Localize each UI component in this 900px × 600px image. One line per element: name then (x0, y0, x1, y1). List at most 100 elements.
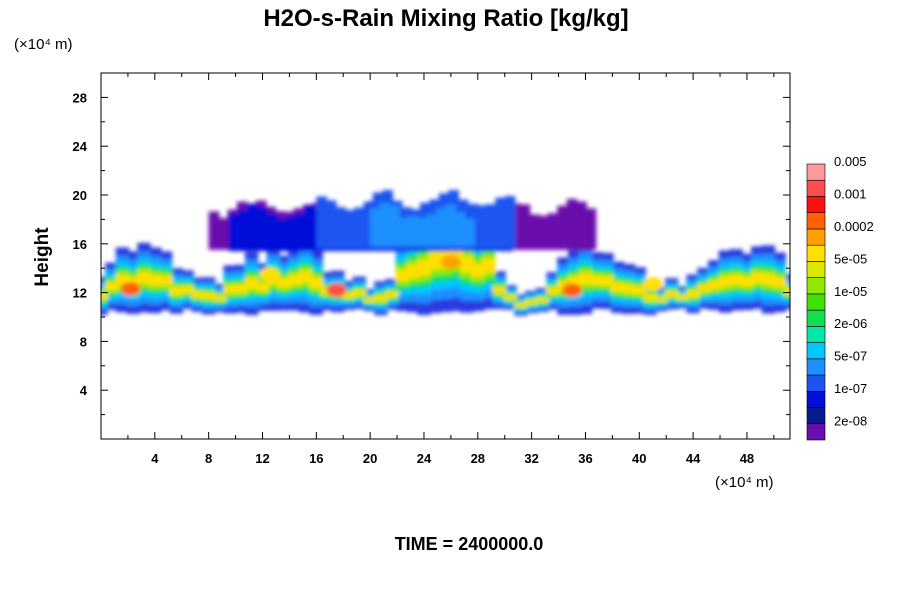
colorbar-swatch (806, 293, 826, 311)
colorbar-label: 5e-05 (834, 251, 867, 266)
x-tick-label: 28 (471, 451, 485, 466)
contour-cell (718, 276, 733, 287)
contour-cell (589, 275, 603, 285)
colorbar-swatch (806, 277, 826, 295)
contour-cell (304, 205, 315, 252)
contour-cell (538, 215, 550, 250)
contour-cell (654, 297, 668, 302)
y-tick-label: 12 (73, 286, 87, 301)
contour-cell (504, 196, 516, 249)
contour-cell (169, 287, 184, 295)
contour-cell (275, 218, 287, 252)
contour-cell (266, 213, 278, 252)
contour-cell (440, 255, 461, 270)
contour-cell (495, 197, 507, 249)
x-axis: 4 8 12 16 20 24 28 32 36 40 44 48 (127, 73, 775, 466)
contour-cell (228, 214, 240, 252)
contour-cell (783, 288, 790, 295)
y-unit-label: (×10⁴ m) (14, 36, 73, 53)
contour-cell (115, 274, 130, 286)
x-tick-label: 24 (417, 451, 432, 466)
colorbar-label: 1e-05 (834, 284, 867, 299)
contour-cell (697, 285, 711, 292)
contour-cell (686, 290, 700, 297)
contour-cell (191, 292, 205, 298)
colorbar-swatch (806, 358, 826, 376)
y-axis-label: Height (32, 227, 53, 287)
contour-cell (417, 217, 429, 247)
colorbar-label: 2e-06 (834, 316, 867, 331)
colorbar-swatch (806, 179, 826, 197)
contour-cell (485, 204, 497, 249)
contour-cell (750, 272, 765, 283)
contour-cell (621, 284, 636, 293)
y-tick-label: 4 (80, 383, 88, 398)
contour-cell (316, 196, 328, 249)
contour-cell (632, 286, 647, 295)
colorbar-label: 5e-07 (834, 349, 867, 364)
contour-cell (729, 274, 743, 285)
contour-cell (218, 218, 229, 250)
x-tick-label: 16 (309, 451, 323, 466)
contour-cell (244, 278, 259, 289)
colorbar-swatch (806, 309, 826, 327)
contour-cell (707, 281, 722, 289)
contour-cell (277, 278, 291, 288)
contour-cell (288, 274, 302, 285)
contour-cell (585, 208, 597, 250)
contour-cell (492, 287, 507, 294)
x-tick-label: 32 (524, 451, 538, 466)
contour-cell (120, 281, 141, 296)
plot-frame (100, 72, 791, 440)
contour-cell (519, 204, 531, 250)
colorbar-swatch (806, 407, 826, 425)
colorbar-label: 0.005 (834, 154, 867, 169)
contour-cell (578, 272, 593, 285)
x-tick-label: 20 (363, 451, 377, 466)
contour-cell (379, 202, 391, 247)
contour-cell (105, 282, 119, 291)
y-tick-label: 28 (73, 90, 87, 105)
x-tick-label: 12 (255, 451, 269, 466)
contour-cell (180, 286, 194, 293)
colorbar-swatch (806, 423, 826, 441)
contour-cell (208, 211, 220, 250)
contour-cell (344, 210, 356, 249)
x-unit-label: (×10⁴ m) (715, 474, 774, 491)
x-tick-label: 44 (686, 451, 701, 466)
colorbar-swatch (806, 374, 826, 392)
contour-cell (247, 203, 259, 252)
contour-field (101, 190, 790, 316)
contour-cell (761, 274, 776, 285)
contour-cell (294, 214, 306, 252)
contour-cell (285, 216, 297, 252)
contour-cell (352, 290, 367, 296)
contour-cell (460, 257, 474, 273)
y-tick-label: 24 (73, 139, 88, 154)
contour-cell (428, 252, 442, 270)
contour-cell (528, 214, 540, 250)
contour-cell (212, 295, 227, 301)
contour-cell (398, 217, 410, 247)
contour-cell (514, 303, 528, 307)
contour-cell (395, 269, 410, 282)
contour-cell (148, 275, 162, 286)
contour-cell (406, 264, 420, 278)
contour-cell (158, 276, 173, 286)
contour-cell (445, 204, 457, 247)
contour-cell (740, 277, 754, 287)
x-tick-label: 48 (740, 451, 754, 466)
colorbar-swatch (806, 163, 826, 181)
contour-cell (234, 284, 248, 293)
contour-cell (374, 295, 388, 302)
contour-cell (576, 201, 587, 250)
time-label: TIME = 2400000.0 (395, 534, 544, 554)
y-tick-label: 20 (73, 188, 87, 203)
contour-cell (326, 283, 347, 298)
contour-cell (298, 271, 313, 283)
colorbar-label: 2e-08 (834, 414, 867, 429)
colorbar-label: 0.001 (834, 186, 867, 201)
x-tick-label: 40 (632, 451, 646, 466)
contour-cell (257, 207, 268, 252)
x-tick-label: 36 (578, 451, 592, 466)
